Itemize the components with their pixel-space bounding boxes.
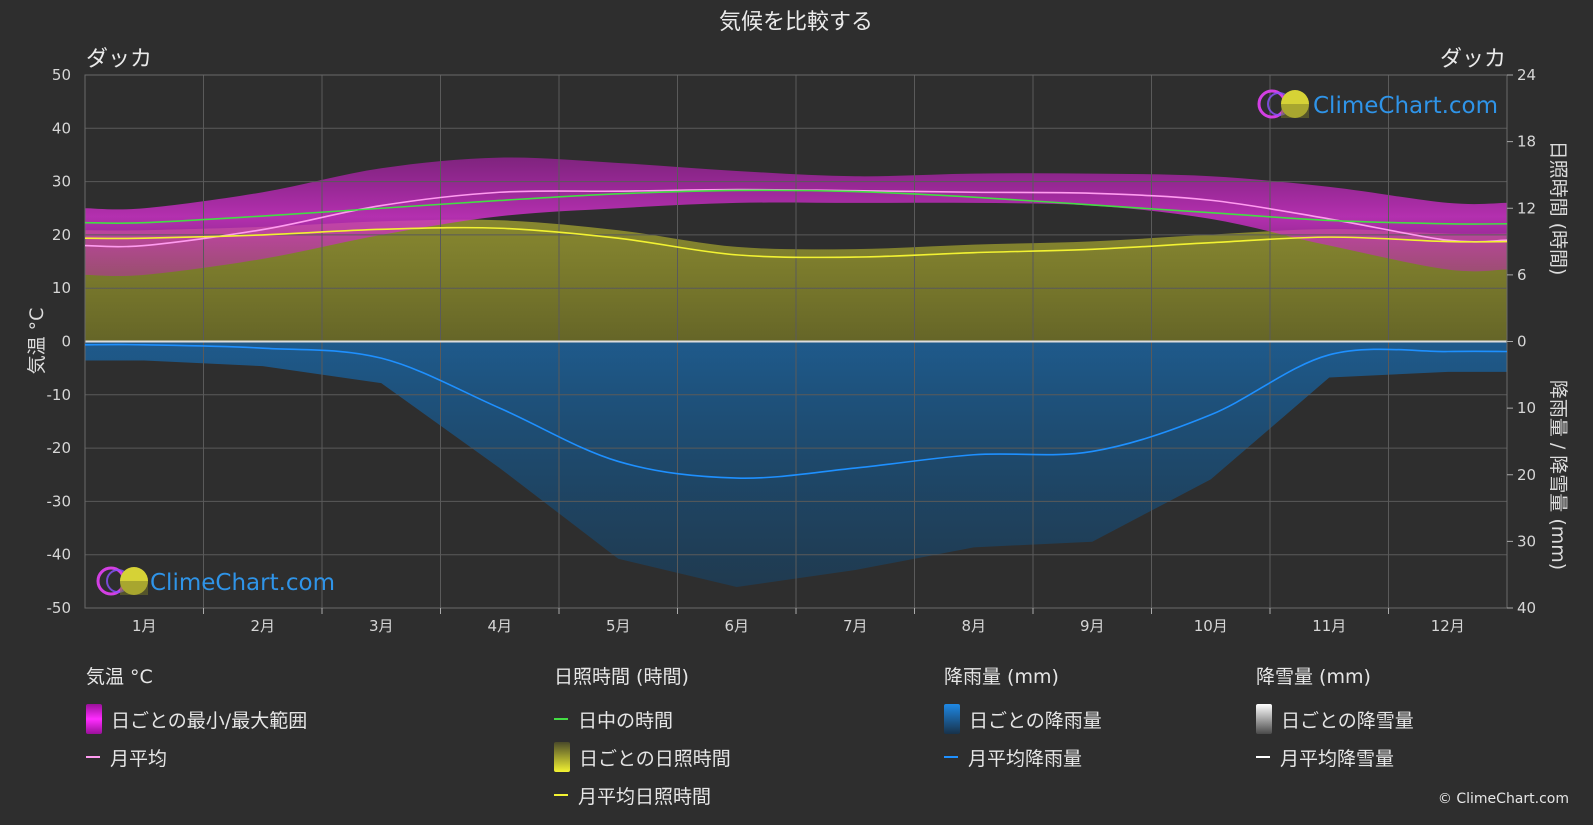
axis-layer: 50 40 30 20 10 0 -10 -20 -30 -40 -50 24 18 12 6 0 10 20 30… — [47, 66, 1537, 635]
left-tick-label: -40 — [47, 546, 72, 564]
left-tick-label: -30 — [47, 492, 72, 510]
left-tick-label: -10 — [47, 386, 72, 404]
legend-item: 月平均 — [86, 738, 307, 776]
left-tick-label: 0 — [61, 333, 71, 351]
x-tick-label: 2月 — [250, 617, 275, 635]
legend-group: 日照時間 (時間) 日中の時間日ごとの日照時間 月平均日照時間 — [554, 662, 731, 814]
right-top-tick-label: 24 — [1517, 66, 1536, 84]
legend-swatch-line — [554, 718, 568, 720]
copyright: © ClimeChart.com — [1437, 791, 1569, 807]
legend-item-label: 日ごとの最小/最大範囲 — [111, 709, 308, 732]
legend-swatch-line — [1256, 756, 1270, 758]
right-axis-bottom-label: 降雨量 / 降雪量 (mm) — [1547, 380, 1569, 570]
series-line-月平均日照時間 — [84, 226, 1508, 259]
legend-swatch-box — [86, 704, 102, 734]
left-tick-label: 10 — [52, 279, 71, 297]
x-tick-label: 7月 — [843, 617, 868, 635]
watermark-top-text: ClimeChart.com — [1313, 93, 1498, 119]
legend-item: 月平均日照時間 — [554, 776, 731, 814]
x-tick-label: 9月 — [1080, 617, 1105, 635]
city-right: ダッカ — [1440, 47, 1506, 72]
x-tick-label: 3月 — [369, 617, 394, 635]
x-tick-label: 12月 — [1431, 617, 1465, 635]
legend-item: 日ごとの日照時間 — [554, 738, 731, 776]
legend-group-title: 日照時間 (時間) — [554, 666, 689, 688]
legend-item-label: 月平均降雨量 — [968, 747, 1083, 770]
legend-swatch-line — [554, 794, 568, 796]
watermark-bottom: ClimeChart.com — [96, 566, 335, 596]
right-top-tick-label: 0 — [1517, 333, 1527, 351]
x-tick-label: 8月 — [961, 617, 986, 635]
right-bottom-tick-label: 30 — [1517, 532, 1536, 550]
legend-group: 降雨量 (mm) 日ごとの降雨量 月平均降雨量 — [944, 662, 1102, 776]
series-line-日中の時間 — [84, 189, 1508, 225]
legend-item: 日中の時間 — [554, 700, 731, 738]
legend-item-label: 日ごとの日照時間 — [579, 747, 731, 770]
left-tick-label: -20 — [47, 439, 72, 457]
legend-swatch-box — [1256, 704, 1272, 734]
legend-swatch-line — [944, 756, 958, 758]
legend-swatch-box — [944, 704, 960, 734]
right-bottom-tick-label: 20 — [1517, 466, 1536, 484]
left-tick-label: 30 — [52, 173, 71, 191]
x-tick-label: 11月 — [1312, 617, 1346, 635]
legend-item-label: 月平均日照時間 — [578, 785, 712, 808]
legend-item: 日ごとの最小/最大範囲 — [86, 700, 307, 738]
x-tick-label: 6月 — [724, 617, 749, 635]
x-tick-label: 5月 — [606, 617, 631, 635]
legend-swatch-box — [554, 742, 570, 772]
climechart-logo-icon — [96, 566, 148, 596]
legend-item-label: 日ごとの降雨量 — [969, 709, 1102, 732]
legend-group: 降雪量 (mm) 日ごとの降雪量 月平均降雪量 — [1256, 662, 1414, 776]
legend-item: 日ごとの降雨量 — [944, 700, 1102, 738]
left-tick-label: -50 — [47, 599, 72, 617]
right-top-tick-label: 12 — [1517, 199, 1536, 217]
legend-group-title: 降雪量 (mm) — [1256, 666, 1371, 688]
left-tick-label: 50 — [52, 66, 71, 84]
legend-group: 気温 °C 日ごとの最小/最大範囲 月平均 — [86, 662, 307, 776]
left-tick-label: 20 — [52, 226, 71, 244]
legend-item-label: 月平均降雪量 — [1280, 747, 1395, 770]
right-bottom-tick-label: 40 — [1517, 599, 1536, 617]
right-axis-top-label: 日照時間 (時間) — [1547, 141, 1569, 276]
left-tick-label: 40 — [52, 119, 71, 137]
right-top-tick-label: 18 — [1517, 133, 1536, 151]
climechart-logo-icon — [1257, 89, 1309, 119]
legend-swatch-line — [86, 756, 100, 758]
watermark-bottom-text: ClimeChart.com — [150, 570, 335, 596]
legend-item-label: 月平均 — [110, 747, 168, 770]
legend-group-title: 気温 °C — [86, 666, 153, 688]
legend-item-label: 日中の時間 — [578, 709, 674, 732]
right-bottom-tick-label: 10 — [1517, 399, 1536, 417]
x-tick-label: 4月 — [487, 617, 512, 635]
right-top-tick-label: 6 — [1517, 266, 1527, 284]
series-line-月平均降雨量 — [84, 343, 1508, 479]
watermark-top: ClimeChart.com — [1257, 89, 1498, 119]
line-layer — [84, 188, 1508, 479]
legend-group-title: 降雨量 (mm) — [944, 666, 1059, 688]
x-tick-label: 10月 — [1194, 617, 1228, 635]
legend-item: 月平均降雪量 — [1256, 738, 1414, 776]
left-axis-label: 気温 °C — [26, 308, 48, 375]
legend-item-label: 日ごとの降雪量 — [1281, 709, 1414, 732]
legend-item: 日ごとの降雪量 — [1256, 700, 1414, 738]
city-left: ダッカ — [86, 47, 152, 72]
legend-item: 月平均降雨量 — [944, 738, 1102, 776]
chart-title: 気候を比較する — [719, 10, 873, 35]
x-tick-label: 1月 — [132, 617, 157, 635]
